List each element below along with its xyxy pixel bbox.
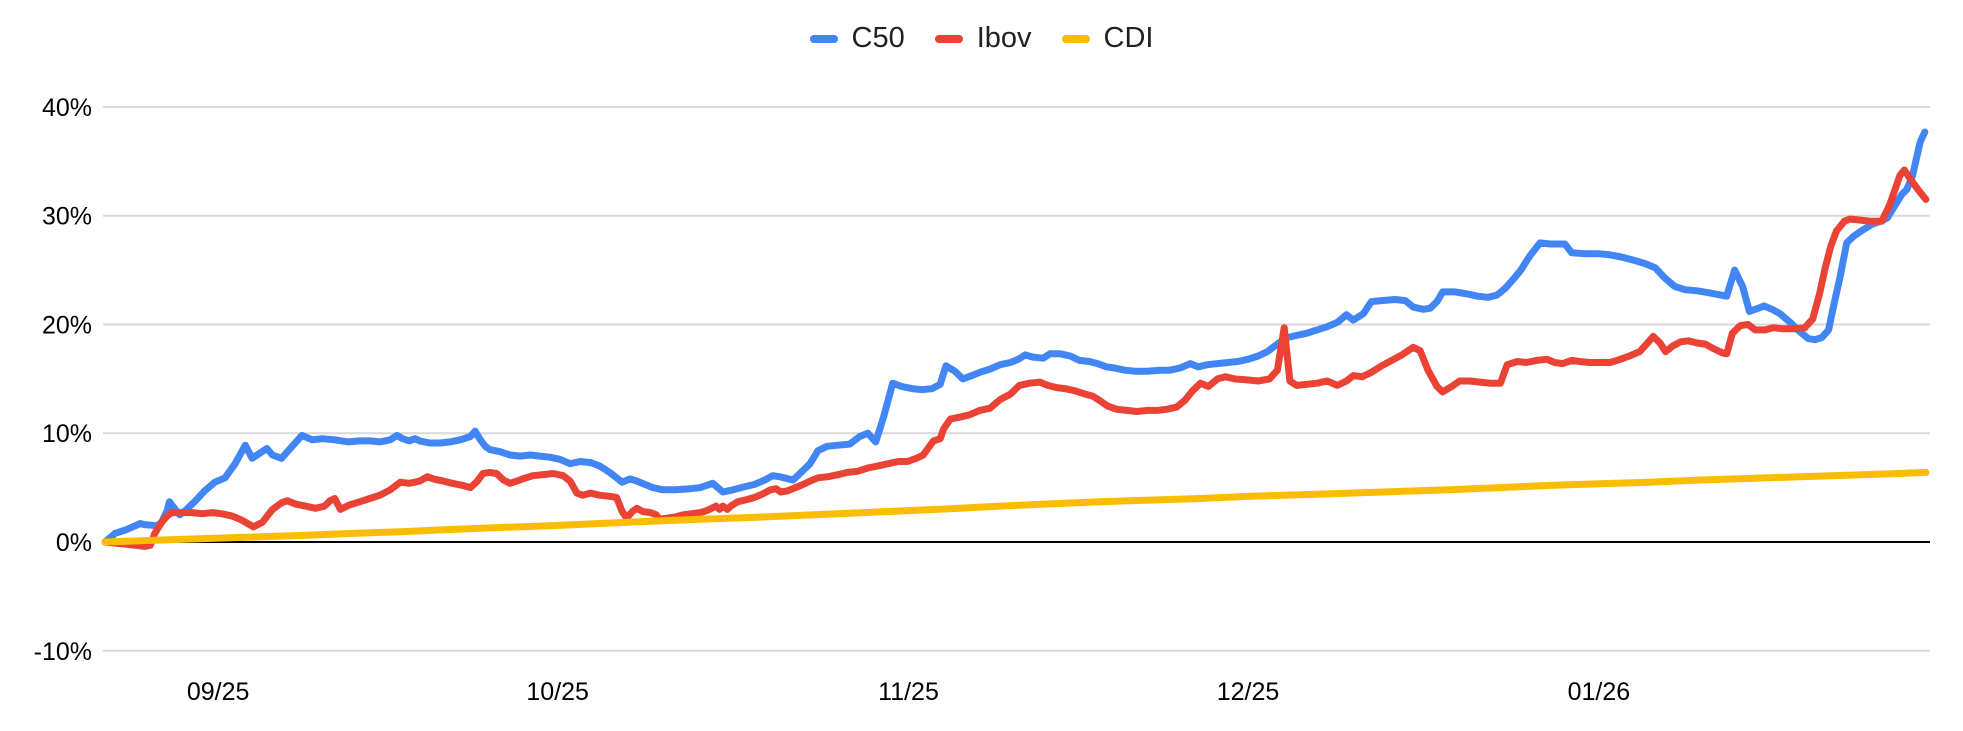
y-tick-label: 10% <box>42 420 92 448</box>
y-tick-label: 30% <box>42 203 92 231</box>
series-line-c50[interactable] <box>101 128 1929 546</box>
series-lines-group <box>101 128 1930 550</box>
gridlines-group <box>103 105 1930 652</box>
legend-label-c50: C50 <box>851 22 905 54</box>
series-line-cdi[interactable] <box>101 468 1930 546</box>
legend-label-ibov: Ibov <box>976 22 1032 54</box>
x-tick-label: 01/26 <box>1568 678 1631 706</box>
y-axis-labels-group: 40% 30% 20% 10% 0% -10% <box>34 94 92 666</box>
y-tick-label: 20% <box>42 311 92 339</box>
x-tick-label: 11/25 <box>878 678 939 706</box>
chart-legend: C50 Ibov CDI <box>0 24 1963 53</box>
x-tick-label: 12/25 <box>1217 678 1280 706</box>
x-tick-label: 09/25 <box>187 678 250 706</box>
ibov-series-swatch-icon <box>934 34 963 43</box>
c50-series-swatch-icon <box>809 34 838 43</box>
x-tick-label: 10/25 <box>526 678 589 706</box>
series-line-ibov[interactable] <box>101 166 1930 550</box>
legend-label-cdi: CDI <box>1103 22 1154 54</box>
y-tick-label: 0% <box>56 529 92 557</box>
x-axis-labels-group: 09/25 10/25 11/25 12/25 01/26 <box>187 678 1630 706</box>
cdi-series-swatch-icon <box>1061 34 1090 43</box>
y-tick-label: 40% <box>42 94 92 122</box>
y-tick-label: -10% <box>34 638 92 666</box>
legend-item-c50: C50 <box>809 22 905 54</box>
legend-item-ibov: Ibov <box>934 22 1032 54</box>
legend-item-cdi: CDI <box>1061 22 1154 54</box>
